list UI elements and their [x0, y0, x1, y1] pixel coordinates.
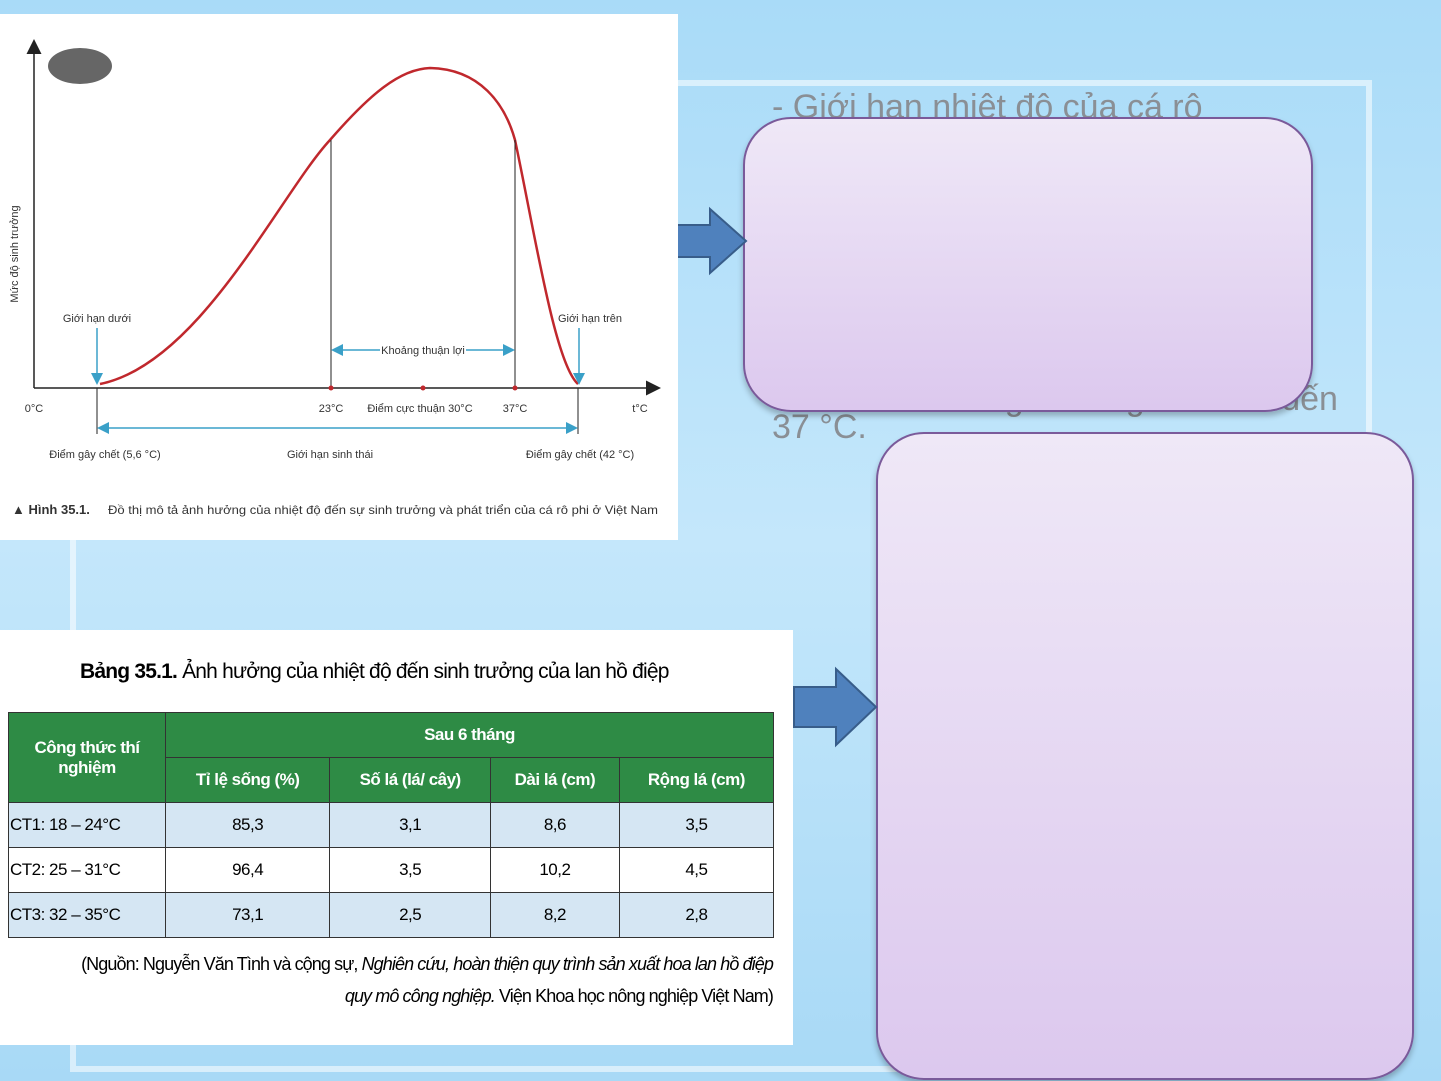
- cell: 8,6: [490, 802, 620, 848]
- point: [512, 385, 518, 391]
- point: [420, 385, 426, 391]
- source-text: Viện Khoa học nông nghiệp Việt Nam): [494, 986, 774, 1006]
- source-text: (Nguồn: Nguyễn Văn Tình và cộng sự,: [81, 954, 362, 974]
- arrow: [675, 206, 748, 276]
- cell: CT1: 18 – 24°C: [8, 802, 166, 848]
- cell: CT2: 25 – 31°C: [8, 847, 166, 893]
- cell: 10,2: [490, 847, 620, 893]
- cell: 4,5: [618, 847, 775, 893]
- cell: 8,2: [490, 892, 620, 938]
- label: Giới hạn trên: [558, 313, 622, 325]
- axis-label: Mức độ sinh trưởng: [9, 205, 21, 302]
- arrow: [793, 666, 878, 748]
- label: Điểm gây chết (42 °C): [526, 449, 634, 461]
- fish-icon: [48, 48, 112, 84]
- table-number: Bảng 35.1.: [80, 660, 178, 683]
- label: 23°C: [319, 403, 344, 415]
- table-title: Bảng 35.1. Ảnh hưởng của nhiệt độ đến si…: [80, 660, 669, 684]
- label: Khoảng thuận lợi: [381, 345, 465, 357]
- header-cell: Dài lá (cm): [490, 757, 620, 803]
- curve: [99, 66, 579, 386]
- figure: Mức độ sinh trưởng Giới hạn dưới Giới hạ…: [0, 14, 678, 540]
- cell: 3,5: [618, 802, 775, 848]
- cell: 2,5: [329, 892, 491, 938]
- cell: 85,3: [164, 802, 331, 848]
- table-source: (Nguồn: Nguyễn Văn Tình và cộng sự, Nghi…: [73, 948, 774, 1012]
- header-cell: Số lá (lá/ cây): [329, 757, 491, 803]
- table: Công thức thí nghiệm Sau 6 tháng Tỉ lệ số…: [8, 712, 775, 938]
- label: Giới hạn sinh thái: [287, 449, 373, 461]
- table-figure: Bảng 35.1. Ảnh hưởng của nhiệt độ đến si…: [0, 630, 793, 1045]
- table-title-text: Ảnh hưởng của nhiệt độ đến sinh trưởng c…: [182, 660, 669, 683]
- purple-box: [876, 432, 1414, 1080]
- label: Điểm gây chết (5,6 °C): [49, 449, 160, 461]
- header-cell: Rộng lá (cm): [618, 757, 775, 803]
- caption-number: ▲ Hình 35.1.: [12, 502, 90, 517]
- cell: 2,8: [618, 892, 775, 938]
- caption: Đồ thị mô tả ảnh hưởng của nhiệt độ đến …: [108, 503, 658, 517]
- cell: CT3: 32 – 35°C: [8, 892, 166, 938]
- header-cell: Tỉ lệ sống (%): [164, 757, 331, 803]
- purple-box: [743, 117, 1313, 412]
- figure-chart: Mức độ sinh trưởng Giới hạn dưới Giới hạ…: [9, 39, 661, 517]
- label: 37°C: [503, 403, 528, 415]
- cell: 3,5: [329, 847, 491, 893]
- source-title: Nghiên cứu, hoàn thiện quy trình sản xuấ…: [344, 954, 774, 1006]
- header-cell: Công thức thí nghiệm: [8, 712, 166, 803]
- header-cell: Sau 6 tháng: [165, 712, 774, 758]
- cell: 96,4: [164, 847, 331, 893]
- point: [328, 385, 334, 391]
- label: Điểm cực thuận 30°C: [367, 403, 472, 415]
- slide-text: 37 °C.: [772, 408, 867, 446]
- cell: 3,1: [329, 802, 491, 848]
- axis-label: t°C: [632, 403, 647, 415]
- cell: 73,1: [164, 892, 331, 938]
- label: Giới hạn dưới: [63, 313, 131, 325]
- label: 0°C: [25, 403, 44, 415]
